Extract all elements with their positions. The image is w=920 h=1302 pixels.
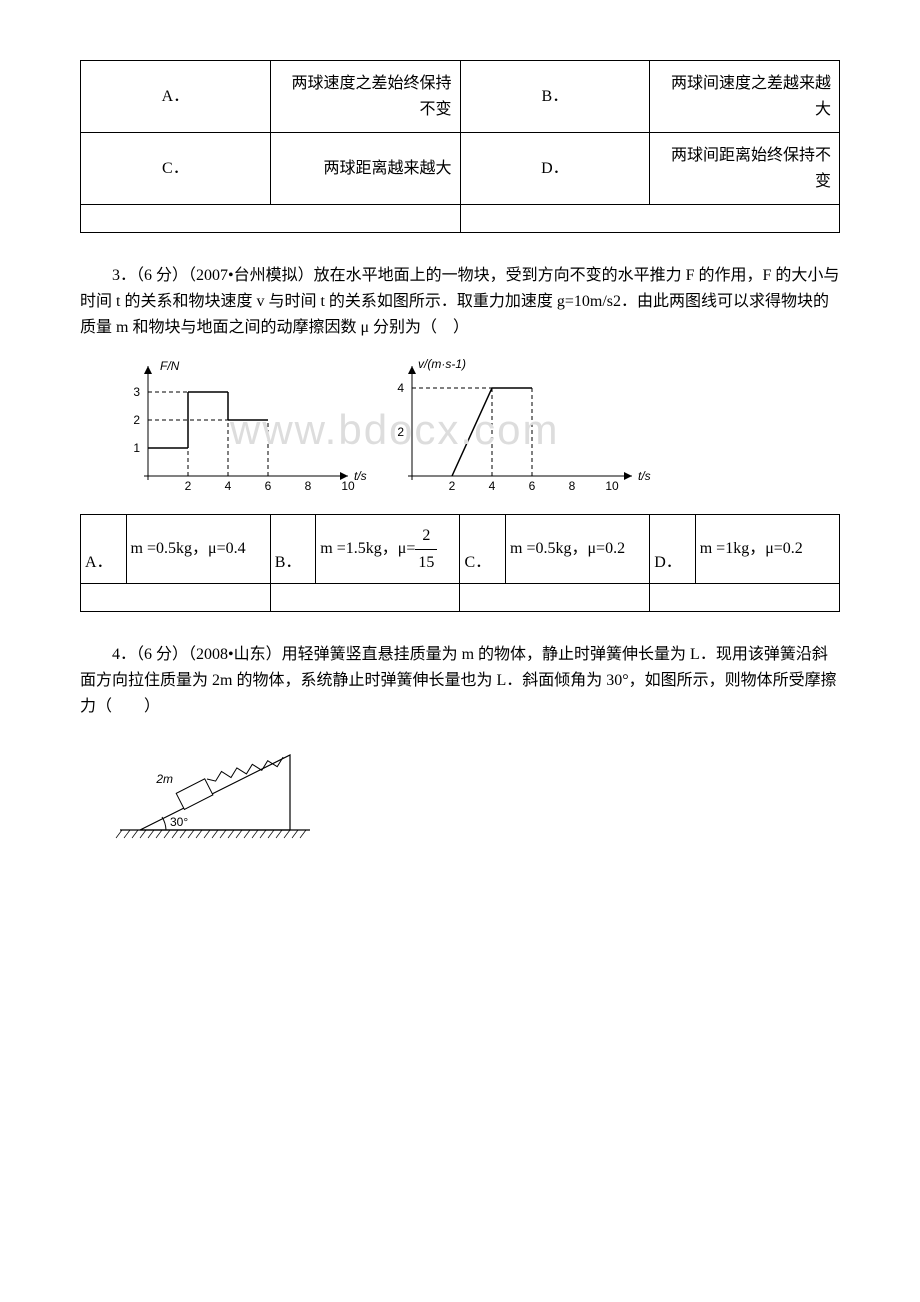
q3-option-b-label: B． <box>270 515 316 584</box>
svg-text:3: 3 <box>133 385 140 399</box>
svg-text:2: 2 <box>397 425 404 439</box>
svg-text:4: 4 <box>397 381 404 395</box>
svg-text:4: 4 <box>489 479 496 493</box>
svg-text:t/s: t/s <box>354 469 367 483</box>
q3-empty-3 <box>460 584 650 612</box>
q4-text: 4．（6 分）（2008•山东）用轻弹簧竖直悬挂质量为 m 的物体，静止时弹簧伸… <box>80 642 840 719</box>
q3-options-table: A． m =0.5kg，μ=0.4 B． m =1.5kg，μ=215 C． m… <box>80 514 840 612</box>
svg-text:2: 2 <box>449 479 456 493</box>
q3-chart-velocity: v/(m·s-1) t/s 2 4 2 4 6 8 10 <box>374 356 664 506</box>
q3-empty-2 <box>270 584 460 612</box>
q2-option-d-text: 两球间距离始终保持不变 <box>650 133 840 205</box>
svg-text:v/(m·s-1): v/(m·s-1) <box>418 357 466 371</box>
svg-text:6: 6 <box>265 479 272 493</box>
svg-text:2: 2 <box>185 479 192 493</box>
q2-option-b-text: 两球间速度之差越来越大 <box>650 61 840 133</box>
svg-text:1: 1 <box>133 441 140 455</box>
q3-b-num: 2 <box>415 523 437 550</box>
q2-option-d-label: D． <box>460 133 650 205</box>
q3-empty-1 <box>81 584 271 612</box>
svg-text:4: 4 <box>225 479 232 493</box>
svg-text:8: 8 <box>569 479 576 493</box>
svg-text:8: 8 <box>305 479 312 493</box>
q2-empty-cell-2 <box>460 205 840 233</box>
svg-text:t/s: t/s <box>638 469 651 483</box>
q3-text: 3．（6 分）（2007•台州模拟）放在水平地面上的一物块，受到方向不变的水平推… <box>80 263 840 340</box>
q3-b-den: 15 <box>415 550 437 576</box>
svg-text:6: 6 <box>529 479 536 493</box>
q3-option-c-label: C． <box>460 515 506 584</box>
q2-options-table: A． 两球速度之差始终保持不变 B． 两球间速度之差越来越大 C． 两球距离越来… <box>80 60 840 233</box>
q3-option-d-label: D． <box>650 515 696 584</box>
svg-text:30°: 30° <box>170 815 188 829</box>
q3-empty-4 <box>650 584 840 612</box>
svg-text:F/N: F/N <box>160 359 180 373</box>
q3-option-d-text: m =1kg，μ=0.2 <box>695 515 839 584</box>
q3-option-c-text: m =0.5kg，μ=0.2 <box>506 515 650 584</box>
q3-option-b-text: m =1.5kg，μ=215 <box>316 515 460 584</box>
svg-text:10: 10 <box>605 479 619 493</box>
svg-text:10: 10 <box>341 479 355 493</box>
svg-text:2: 2 <box>133 413 140 427</box>
q3-b-pre: m =1.5kg，μ= <box>320 540 415 557</box>
q3-option-a-text: m =0.5kg，μ=0.4 <box>126 515 270 584</box>
q2-empty-cell-1 <box>81 205 461 233</box>
q3-b-frac: 215 <box>415 523 437 575</box>
q3-option-a-label: A． <box>81 515 127 584</box>
q2-option-c-label: C． <box>81 133 271 205</box>
q3-chart-force: F/N t/s 1 2 3 2 4 6 8 10 <box>110 356 370 506</box>
q2-option-b-label: B． <box>460 61 650 133</box>
q2-option-c-text: 两球距离越来越大 <box>270 133 460 205</box>
q2-option-a-text: 两球速度之差始终保持不变 <box>270 61 460 133</box>
q2-option-a-label: A． <box>81 61 271 133</box>
q4-figure: 30° 2m <box>110 735 330 855</box>
svg-text:2m: 2m <box>155 772 173 786</box>
